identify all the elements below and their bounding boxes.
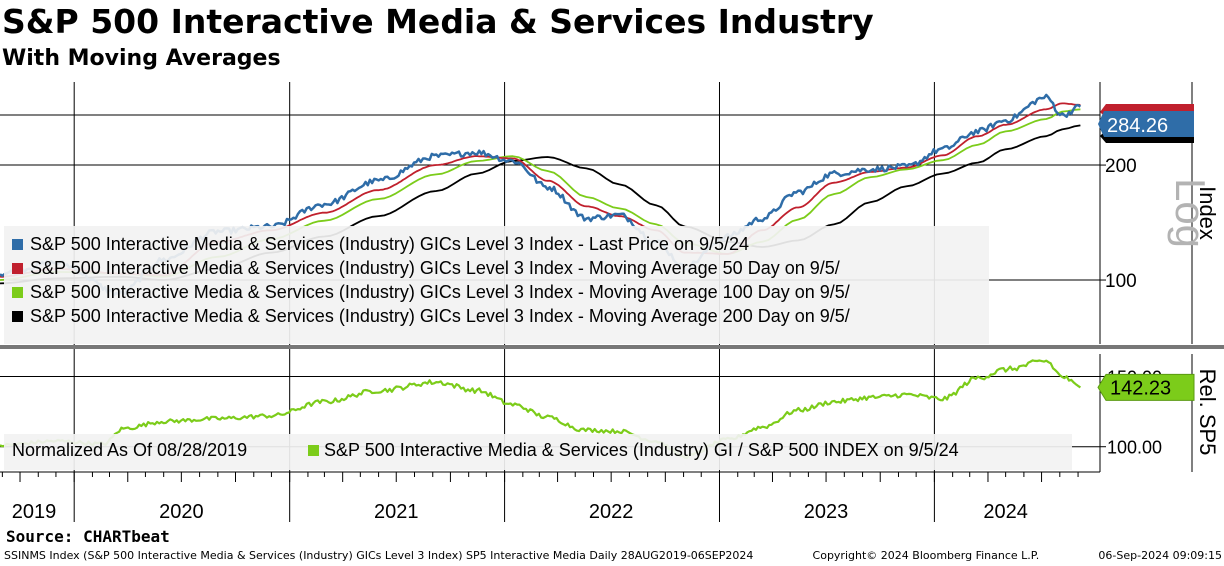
upper-axis-title: Index	[1195, 186, 1220, 240]
legend-swatch-2	[12, 287, 23, 298]
legend-label-relative: S&P 500 Interactive Media & Services (In…	[324, 440, 959, 460]
chart-canvas: S&P 500 Interactive Media & Services (In…	[0, 82, 1224, 523]
chart-title: S&P 500 Interactive Media & Services Ind…	[2, 2, 874, 41]
legend-swatch-relative	[308, 445, 319, 456]
x-tick-label-2021: 2021	[374, 501, 419, 523]
legend-swatch-1	[12, 263, 23, 274]
lower-legend-box	[4, 434, 1072, 470]
relative-value-label: 142.23	[1110, 377, 1171, 399]
relative-value-tag	[1097, 373, 1195, 401]
price-value-label: 284.26	[1107, 115, 1168, 137]
legend-label-1: S&P 500 Interactive Media & Services (In…	[30, 258, 840, 278]
x-tick-label-2019: 2019	[12, 501, 57, 523]
footer-copyright: Copyright© 2024 Bloomberg Finance L.P.	[812, 549, 1040, 562]
legend-swatch-3	[12, 311, 23, 322]
log-scale-label: Log	[1167, 178, 1214, 248]
footer-bar: SSINMS Index (S&P 500 Interactive Media …	[4, 549, 1222, 563]
lower-axis-title: Rel. SP5	[1195, 369, 1220, 456]
legend-swatch-0	[12, 239, 23, 250]
x-tick-label-2020: 2020	[159, 501, 204, 523]
upper-tick-label-100: 100	[1105, 271, 1137, 292]
lower-tick-label-100: 100.00	[1107, 438, 1162, 458]
x-tick-label-2022: 2022	[589, 501, 634, 523]
upper-tick-label-200: 200	[1105, 156, 1137, 177]
source-note: Source: CHARTbeat	[6, 527, 170, 546]
x-tick-label-2023: 2023	[804, 501, 849, 523]
lower-annotation: Normalized As Of 08/28/2019	[12, 440, 247, 460]
legend-label-0: S&P 500 Interactive Media & Services (In…	[30, 234, 749, 254]
legend-label-3: S&P 500 Interactive Media & Services (In…	[30, 306, 850, 326]
x-tick-label-2024: 2024	[983, 501, 1028, 523]
price-value-tag	[1098, 111, 1194, 137]
footer-timestamp: 06-Sep-2024 09:09:15	[1098, 549, 1222, 562]
footer-security: SSINMS Index (S&P 500 Interactive Media …	[4, 549, 754, 562]
upper-legend-box	[4, 226, 989, 344]
legend-label-2: S&P 500 Interactive Media & Services (In…	[30, 282, 850, 302]
relative-line	[0, 359, 1082, 460]
chart-subtitle: With Moving Averages	[2, 46, 281, 71]
